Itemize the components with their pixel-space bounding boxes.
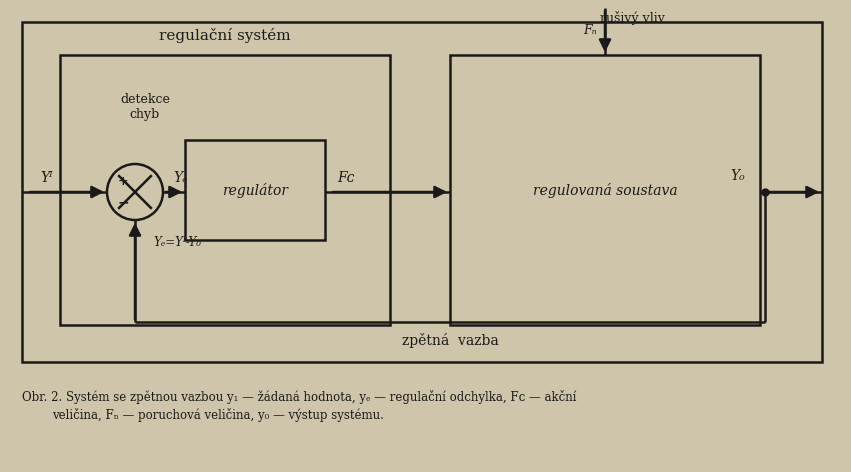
Text: regulovaná soustava: regulovaná soustava bbox=[533, 183, 677, 197]
Text: regulátor: regulátor bbox=[222, 183, 288, 197]
Bar bbox=[60, 55, 390, 325]
Text: Obr. 2. Systém se zpětnou vazbou y₁ — žádaná hodnota, yₑ — regulační odchylka, F: Obr. 2. Systém se zpětnou vazbou y₁ — žá… bbox=[22, 390, 576, 404]
Text: Yₑ=Yᴵ-Y₀: Yₑ=Yᴵ-Y₀ bbox=[153, 236, 201, 248]
Text: detekce
chyb: detekce chyb bbox=[120, 93, 170, 121]
Text: Yₑ: Yₑ bbox=[173, 171, 187, 185]
Text: Fᴄ: Fᴄ bbox=[337, 171, 354, 185]
Bar bbox=[22, 22, 822, 362]
Text: +: + bbox=[118, 175, 129, 188]
Bar bbox=[450, 55, 760, 325]
Text: zpětná  vazba: zpětná vazba bbox=[402, 332, 499, 347]
Text: Y₀: Y₀ bbox=[730, 169, 745, 183]
Text: Fₙ: Fₙ bbox=[583, 24, 597, 36]
Text: veličina, Fₙ — poruchová veličina, y₀ — výstup systému.: veličina, Fₙ — poruchová veličina, y₀ — … bbox=[52, 408, 384, 422]
Text: −: − bbox=[117, 195, 129, 210]
Text: rušivý vliv: rušivý vliv bbox=[600, 11, 665, 25]
Bar bbox=[185, 140, 325, 240]
Circle shape bbox=[107, 164, 163, 220]
Text: Yᴵ: Yᴵ bbox=[40, 171, 53, 185]
Text: regulační systém: regulační systém bbox=[159, 28, 291, 43]
